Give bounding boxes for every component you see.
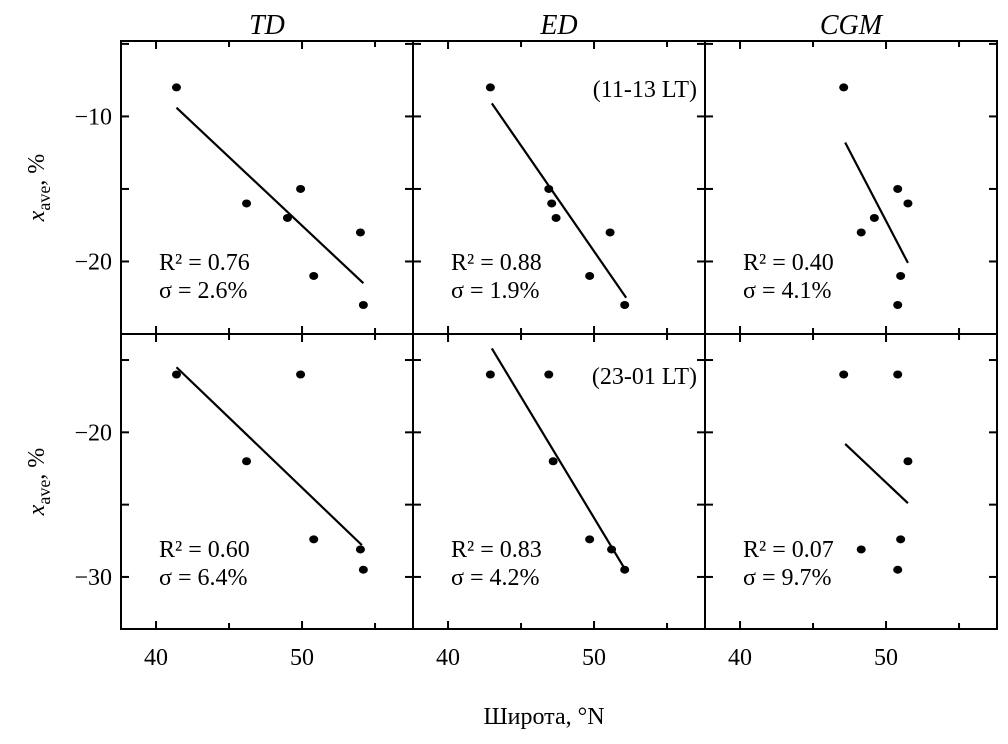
data-point (551, 213, 561, 222)
data-point (544, 370, 554, 379)
regression-line (844, 443, 909, 504)
r-squared-label: R² = 0.88 (451, 250, 542, 276)
sigma-label: σ = 2.6% (159, 278, 247, 304)
x-tick-label: 40 (436, 645, 460, 671)
data-point (358, 300, 368, 309)
data-point (309, 535, 319, 544)
y-tick-label: −30 (74, 565, 112, 591)
data-point (547, 199, 557, 208)
y-label-unit: , % (24, 448, 50, 480)
data-point (585, 535, 595, 544)
data-point (856, 545, 866, 554)
data-point (893, 370, 903, 379)
data-point (893, 565, 903, 574)
data-point (869, 213, 879, 222)
y-tick-label: −20 (74, 249, 112, 275)
data-point (893, 184, 903, 193)
column-title: ED (539, 10, 577, 41)
y-label-var: x (24, 210, 50, 222)
data-point (548, 457, 558, 466)
x-axis-label: Широта, °N (483, 704, 604, 730)
x-tick-label: 40 (728, 645, 752, 671)
column-title: CGM (820, 10, 884, 41)
regression-line (175, 106, 365, 285)
data-point (485, 370, 495, 379)
x-tick-label: 40 (144, 645, 168, 671)
data-point (296, 370, 306, 379)
y-axis-label: xave, % (24, 448, 54, 517)
r-squared-label: R² = 0.40 (743, 250, 834, 276)
sigma-label: σ = 4.1% (743, 278, 831, 304)
data-point (171, 83, 181, 92)
time-label: (23-01 LT) (592, 364, 697, 390)
data-point (896, 535, 906, 544)
sigma-label: σ = 6.4% (159, 565, 247, 591)
r-squared-label: R² = 0.60 (159, 537, 250, 563)
data-point (355, 228, 365, 237)
x-tick-label: 50 (874, 645, 898, 671)
x-tick-label: 50 (582, 645, 606, 671)
x-tick-label: 50 (290, 645, 314, 671)
regression-line (175, 366, 363, 546)
data-point (620, 300, 630, 309)
regression-line (844, 142, 909, 264)
y-label-var: x (24, 504, 50, 516)
y-tick-label: −20 (74, 420, 112, 446)
data-point (856, 228, 866, 237)
data-point (358, 565, 368, 574)
data-point (893, 300, 903, 309)
data-point (903, 199, 913, 208)
time-label: (11-13 LT) (593, 77, 697, 103)
r-squared-label: R² = 0.83 (451, 537, 542, 563)
y-tick-label: −10 (74, 104, 112, 130)
data-point (544, 184, 554, 193)
data-point (620, 565, 630, 574)
r-squared-label: R² = 0.07 (743, 537, 834, 563)
panel-frame (704, 333, 998, 630)
data-point (896, 271, 906, 280)
data-point (605, 228, 615, 237)
data-point (585, 271, 595, 280)
y-label-sub: ave (34, 480, 54, 505)
sigma-label: σ = 1.9% (451, 278, 539, 304)
data-point (171, 370, 181, 379)
y-label-unit: , % (24, 154, 50, 186)
data-point (839, 370, 849, 379)
data-point (282, 213, 292, 222)
data-point (296, 184, 306, 193)
regression-line (490, 347, 628, 572)
data-point (355, 545, 365, 554)
data-point (607, 545, 617, 554)
data-point (485, 83, 495, 92)
y-label-sub: ave (34, 186, 54, 211)
data-point (242, 199, 252, 208)
column-title: TD (249, 10, 285, 41)
regression-line (490, 102, 628, 299)
data-point (309, 271, 319, 280)
sigma-label: σ = 9.7% (743, 565, 831, 591)
data-point (903, 457, 913, 466)
sigma-label: σ = 4.2% (451, 565, 539, 591)
data-point (839, 83, 849, 92)
r-squared-label: R² = 0.76 (159, 250, 250, 276)
data-point (242, 457, 252, 466)
y-axis-label: xave, % (24, 154, 54, 223)
